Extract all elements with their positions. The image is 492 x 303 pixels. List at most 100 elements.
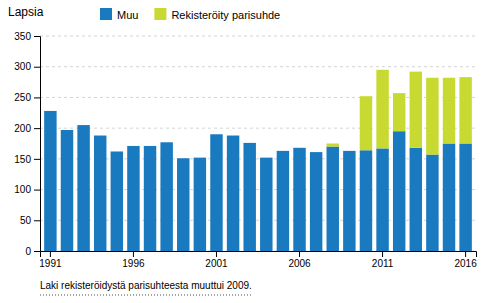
bar <box>393 131 405 251</box>
y-tick-mark <box>34 97 40 98</box>
bar <box>277 151 289 251</box>
y-tick-mark <box>34 128 40 129</box>
bar <box>144 145 156 146</box>
bar <box>61 130 73 251</box>
bar <box>376 70 388 149</box>
bar <box>111 151 123 251</box>
x-tick: 2001 <box>205 251 228 269</box>
bar <box>210 134 222 251</box>
bar <box>343 150 355 151</box>
y-axis-line <box>34 37 41 252</box>
y-tick-label: 100 <box>14 184 31 195</box>
x-tick: 1996 <box>122 251 145 269</box>
bar <box>260 157 272 158</box>
bar <box>443 78 455 144</box>
footnote-rule <box>40 295 252 296</box>
bar <box>459 144 471 252</box>
y-tick-label: 350 <box>14 31 31 42</box>
y-tick: 250 <box>14 92 40 103</box>
y-tick-label: 0 <box>25 246 31 257</box>
plot: 0 50 100 150 200 250 300 350 1991 1996 2001 2006 201… <box>14 31 477 269</box>
legend-swatch <box>154 8 166 20</box>
bar <box>160 142 172 143</box>
y-tick-mark <box>34 159 40 160</box>
x-tick-mark <box>382 251 383 257</box>
x-tick-label: 1996 <box>122 258 145 269</box>
y-tick-label: 300 <box>14 61 31 72</box>
x-tick: 2016 <box>454 251 477 269</box>
bar <box>94 135 106 136</box>
x-axis: 1991 1996 2001 2006 2011 2016 <box>39 251 477 269</box>
legend-item: Rekisteröity parisuhde <box>154 8 280 21</box>
x-tick-mark <box>50 251 51 257</box>
legend-swatch <box>100 8 112 20</box>
bar <box>61 129 73 130</box>
bar <box>77 125 89 251</box>
y-tick-label: 250 <box>14 92 31 103</box>
bar <box>360 96 372 150</box>
legend: Muu Rekisteröity parisuhde <box>100 8 280 21</box>
footnote: Laki rekisteröidystä parisuhteesta muutt… <box>40 280 252 291</box>
bar <box>77 125 89 126</box>
bar <box>177 158 189 251</box>
bar <box>410 148 422 251</box>
bar <box>44 111 56 251</box>
y-tick-label: 50 <box>20 215 32 226</box>
legend-label: Rekisteröity parisuhde <box>171 9 280 21</box>
y-tick-mark <box>34 251 40 252</box>
y-tick-label: 150 <box>14 154 31 165</box>
x-tick-label: 2001 <box>205 258 228 269</box>
bar <box>376 148 388 251</box>
bar <box>160 142 172 251</box>
bar <box>127 146 139 251</box>
y-tick-mark <box>34 190 40 191</box>
x-tick-label: 2006 <box>288 258 311 269</box>
y-tick-mark <box>34 36 40 37</box>
y-tick: 150 <box>14 154 40 165</box>
bar <box>127 145 139 146</box>
bar <box>410 72 422 148</box>
title: Lapsia <box>8 5 44 19</box>
bar <box>293 148 305 251</box>
x-tick-mark <box>465 251 466 257</box>
bar <box>393 93 405 131</box>
series <box>327 70 472 155</box>
bar <box>310 152 322 251</box>
grid <box>40 36 476 251</box>
x-tick-label: 1991 <box>39 258 62 269</box>
bar <box>277 150 289 151</box>
x-tick-label: 2016 <box>454 258 477 269</box>
x-axis-line <box>41 252 477 258</box>
x-tick: 1991 <box>39 251 62 269</box>
bar <box>210 134 222 135</box>
x-tick: 2011 <box>372 251 394 269</box>
x-tick: 2006 <box>288 251 311 269</box>
bar <box>310 152 322 153</box>
bar <box>260 158 272 251</box>
y-tick-mark <box>34 67 40 68</box>
bar <box>243 142 255 143</box>
legend-label: Muu <box>117 9 138 21</box>
legend-item: Muu <box>100 8 138 21</box>
bar <box>227 136 239 251</box>
bar <box>426 155 438 251</box>
y-tick: 50 <box>20 215 40 226</box>
series <box>44 111 472 251</box>
bar <box>327 147 339 251</box>
bar <box>243 143 255 251</box>
y-tick: 300 <box>14 61 40 72</box>
grid-line <box>40 66 476 67</box>
y-tick: 350 <box>14 31 40 42</box>
y-tick-mark <box>34 220 40 221</box>
y-tick-label: 200 <box>14 123 31 134</box>
x-tick-label: 2011 <box>372 258 394 269</box>
bar <box>144 146 156 251</box>
grid-line <box>40 36 476 37</box>
bar <box>227 135 239 136</box>
y-tick: 200 <box>14 123 40 134</box>
bar <box>443 144 455 252</box>
x-tick-mark <box>133 251 134 257</box>
bar <box>177 158 189 159</box>
y-tick: 0 <box>25 246 40 257</box>
bar <box>194 157 206 158</box>
